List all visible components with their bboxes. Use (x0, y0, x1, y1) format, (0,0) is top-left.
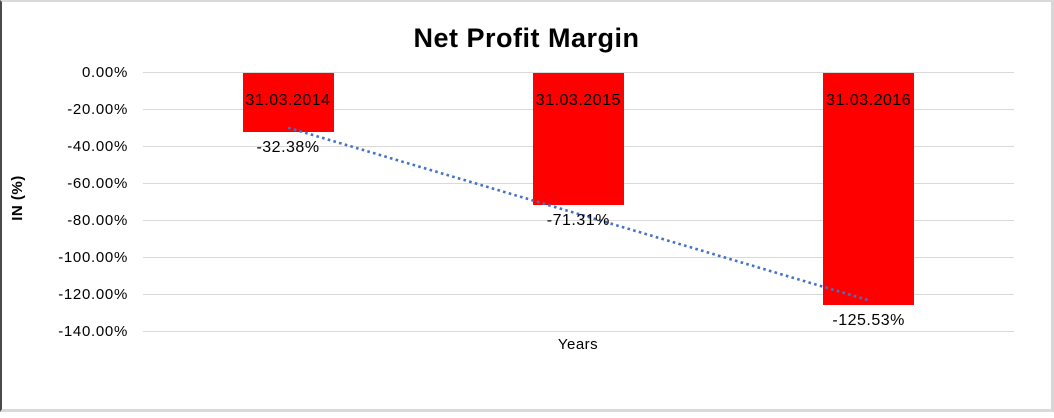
category-label: 31.03.2014 (245, 92, 331, 109)
bar (242, 72, 334, 133)
y-axis-tick-label: -120.00% (58, 285, 128, 303)
x-axis-title: Years (557, 336, 599, 353)
y-axis-tick-label: -140.00% (58, 322, 128, 340)
value-label: -125.53% (832, 311, 905, 329)
y-axis-tick-label: -100.00% (58, 248, 128, 266)
gridline (143, 331, 1014, 333)
value-label: -32.38% (256, 139, 320, 157)
y-axis-tick-label: -20.00% (67, 100, 128, 118)
category-label: 31.03.2015 (535, 92, 621, 109)
value-label: -71.31% (546, 211, 610, 229)
y-axis-title: IN (%) (9, 175, 26, 221)
y-axis-tick-label: -40.00% (67, 137, 128, 155)
y-axis-tick-label: -60.00% (67, 174, 128, 192)
category-label: 31.03.2016 (826, 92, 912, 109)
y-axis-tick-label: 0.00% (81, 63, 128, 81)
chart-title: Net Profit Margin (413, 23, 640, 53)
y-axis-tick-label: -80.00% (67, 211, 128, 229)
